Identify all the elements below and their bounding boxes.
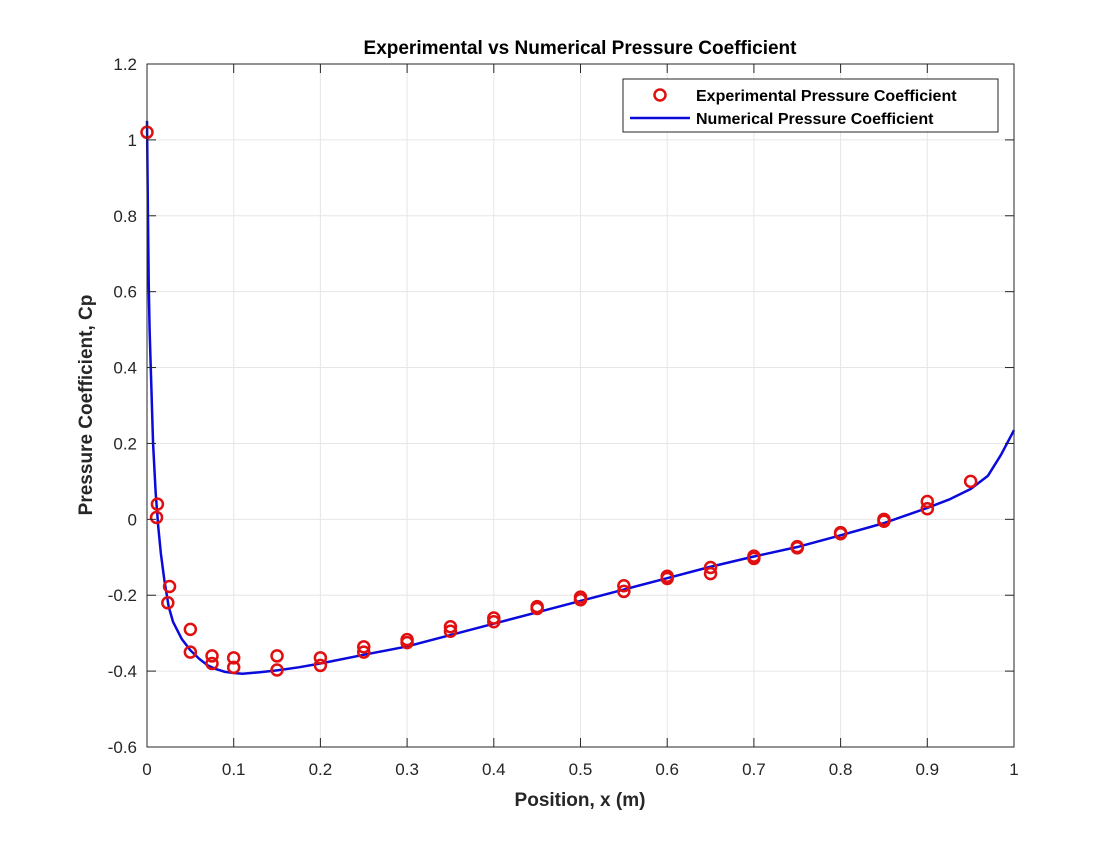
experimental-cp-point: [313, 658, 328, 673]
experimental-cp-point: [313, 651, 328, 665]
experimental-cp-point: [205, 656, 219, 671]
y-tick-label: 0.4: [113, 359, 137, 378]
y-tick-label: 0.8: [113, 207, 137, 226]
experimental-cp-point: [833, 527, 848, 541]
experimental-cp-point: [660, 571, 674, 586]
y-tick-label: -0.2: [108, 586, 137, 605]
x-axis-label: Position, x (m): [515, 790, 646, 811]
experimental-cp-point: [149, 510, 164, 525]
experimental-cp-point: [357, 645, 371, 659]
y-tick-label: -0.6: [108, 738, 137, 757]
experimental-cp-point: [617, 584, 631, 599]
experimental-cp-point: [487, 615, 501, 629]
experimental-cp-point: [877, 514, 891, 528]
experimental-cp-point: [162, 579, 177, 594]
y-tick-label: 0.6: [113, 283, 137, 302]
legend-marker-experimental: [653, 88, 667, 102]
x-tick-label: 0.3: [395, 760, 419, 779]
x-tick-label: 0.1: [222, 760, 246, 779]
legend: Experimental Pressure Coefficient Numeri…: [622, 78, 999, 133]
x-tick-label: 0.7: [742, 760, 766, 779]
experimental-cp-point: [400, 635, 414, 650]
x-tick-label: 0.2: [309, 760, 333, 779]
legend-box: [622, 78, 999, 133]
experimental-cp-point: [703, 566, 718, 581]
y-tick-label: 0: [128, 510, 137, 529]
experimental-series-layer: [140, 125, 978, 677]
experimental-cp-point: [183, 645, 198, 659]
experimental-cp-point: [790, 541, 804, 555]
experimental-cp-point: [443, 619, 458, 634]
experimental-cp-point: [920, 501, 935, 516]
experimental-cp-point: [183, 622, 198, 637]
x-tick-label: 0.9: [915, 760, 939, 779]
experimental-cp-point: [530, 601, 544, 616]
x-tick-label: 0.4: [482, 760, 506, 779]
experimental-cp-point: [443, 624, 458, 639]
experimental-cp-point: [920, 494, 935, 509]
experimental-cp-point: [270, 663, 284, 677]
x-tick-label: 0: [142, 760, 151, 779]
y-tick-label: 1.2: [113, 55, 137, 74]
experimental-cp-point: [150, 497, 165, 511]
chart-title: Experimental vs Numerical Pressure Coeff…: [364, 38, 798, 59]
experimental-cp-point: [963, 474, 978, 489]
numerical-cp-line: [145, 120, 1016, 676]
x-tick-label: 1: [1009, 760, 1018, 779]
experimental-cp-point: [226, 660, 241, 675]
experimental-cp-point: [703, 560, 718, 575]
experimental-cp-point: [747, 551, 761, 566]
experimental-cp-point: [226, 651, 241, 665]
legend-label-numerical: Numerical Pressure Coefficient: [696, 111, 934, 128]
experimental-cp-point: [617, 578, 631, 593]
legend-label-experimental: Experimental Pressure Coefficient: [696, 88, 957, 105]
experimental-cp-point: [270, 649, 284, 663]
x-tick-label: 0.5: [569, 760, 593, 779]
experimental-cp-point: [357, 640, 371, 654]
experimental-cp-point: [161, 596, 175, 610]
axis-ticks: 0 0.1 0.2 0.3 0.4 0.5 0.6 0.7 0.8 0.9 1 -0.6 -0.4 -0.…: [108, 55, 1019, 779]
x-tick-label: 0.6: [655, 760, 679, 779]
experimental-cp-point: [205, 649, 219, 663]
y-tick-label: -0.4: [108, 662, 137, 681]
experimental-cp-point: [573, 593, 588, 607]
numerical-series-layer: [145, 120, 1016, 676]
y-axis-label: Pressure Coefficient, Cp: [76, 295, 97, 516]
y-tick-label: 0.2: [113, 434, 137, 453]
x-tick-label: 0.8: [829, 760, 853, 779]
y-tick-label: 1: [128, 131, 137, 150]
